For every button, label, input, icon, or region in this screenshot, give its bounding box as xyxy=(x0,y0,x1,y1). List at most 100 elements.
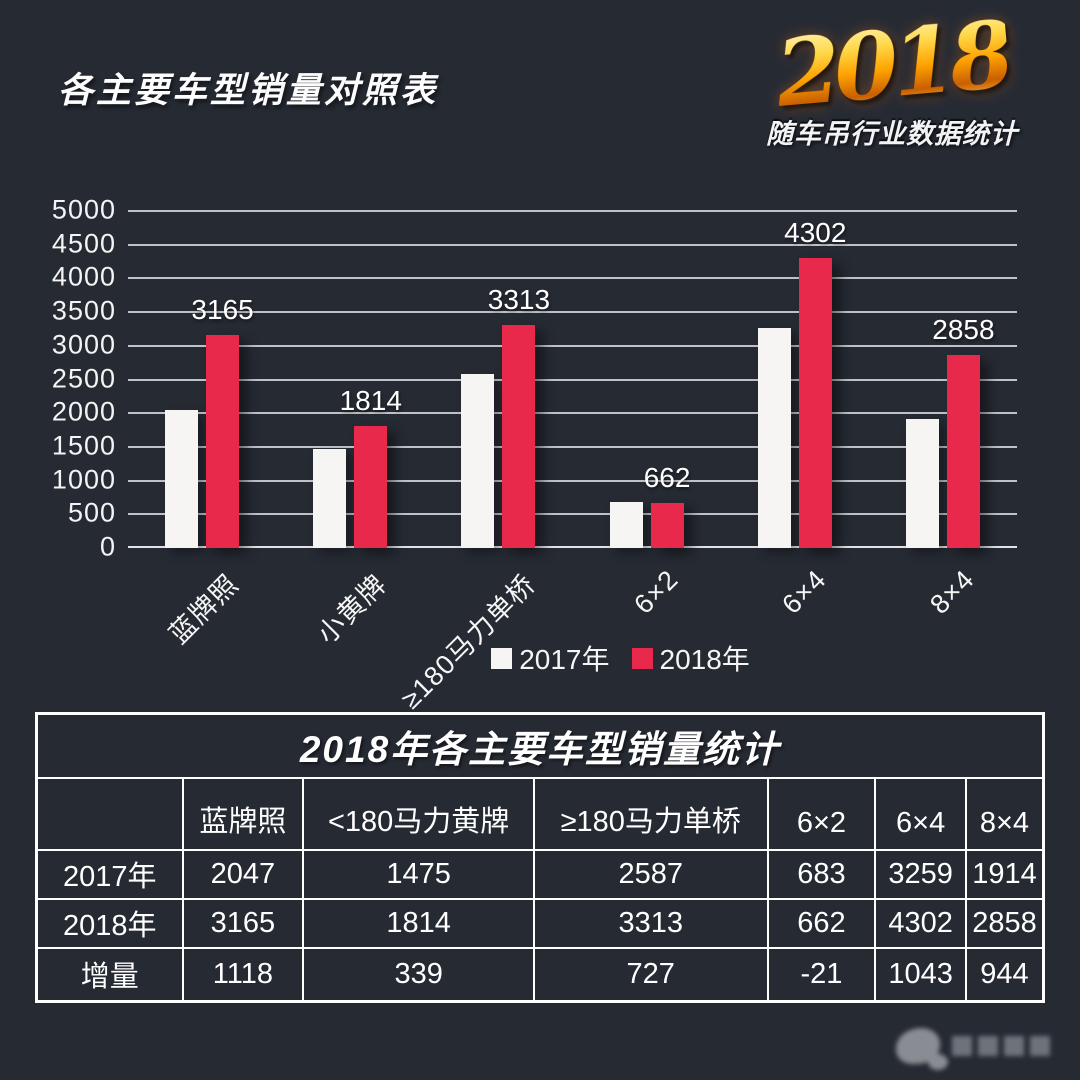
x-label-slot: 蓝牌照 xyxy=(128,554,276,704)
page-title: 各主要车型销量对照表 xyxy=(58,71,439,110)
table-cell: 1118 xyxy=(181,946,305,1003)
y-tick-label: 4000 xyxy=(51,261,116,292)
gridline xyxy=(128,277,1017,280)
bar-2017年-8×4 xyxy=(905,419,939,548)
bar-2017年-小黄牌 xyxy=(313,448,347,548)
bar-value-label: 3313 xyxy=(487,283,551,315)
category-label: 6×2 xyxy=(628,564,684,620)
bar-2017年-6×2 xyxy=(609,501,643,548)
bar-value-label: 4302 xyxy=(784,217,847,249)
table-column-header: 蓝牌照 xyxy=(181,776,305,851)
y-tick-label: 1000 xyxy=(51,463,116,494)
gridline xyxy=(128,344,1017,347)
watermark-logo xyxy=(896,1028,1050,1070)
table-column-header: 6×4 xyxy=(874,776,967,851)
x-axis-line xyxy=(128,546,1017,548)
x-label-slot: 6×2 xyxy=(573,554,721,704)
table-cell: 1814 xyxy=(302,897,535,949)
table-row-label: 增量 xyxy=(35,946,184,1003)
chart-legend: 2017年 2018年 xyxy=(176,638,1065,678)
table-row: 2018年 3165 1814 3313 662 4302 2858 xyxy=(35,897,1045,949)
legend-label: 2018年 xyxy=(659,644,750,675)
bar-2018年-蓝牌照: 3165 xyxy=(191,294,254,548)
bar-value-label: 3165 xyxy=(191,293,254,325)
y-tick-label: 500 xyxy=(67,497,116,528)
table-column-header: ≥180马力单桥 xyxy=(532,776,769,851)
y-tick-label: 3500 xyxy=(51,295,116,326)
table-cell: 1914 xyxy=(964,848,1045,900)
bar-2017年-6×4 xyxy=(757,328,791,548)
table-title-row: 2018年各主要车型销量统计 xyxy=(35,712,1045,779)
gridline xyxy=(128,210,1017,212)
bar-2018年-≥180马力单桥: 3313 xyxy=(488,284,550,548)
table-cell: 3259 xyxy=(874,848,967,900)
table-cell: 944 xyxy=(964,946,1045,1003)
y-tick-label: 1500 xyxy=(51,430,116,461)
table-column-header: 6×2 xyxy=(766,776,877,851)
legend-item-2018年: 2018年 xyxy=(631,638,750,678)
table-cell: 1475 xyxy=(302,848,535,900)
table-cell: 2587 xyxy=(532,848,769,900)
brand-logo: 2018 随车吊行业数据统计 xyxy=(742,0,1042,151)
legend-swatch-icon xyxy=(631,647,653,669)
gridline xyxy=(128,445,1017,448)
bar-2018年-8×4: 2858 xyxy=(932,314,995,548)
gridline xyxy=(128,311,1017,314)
table-cell: 4302 xyxy=(874,897,967,949)
watermark-text-blur xyxy=(952,1036,1050,1056)
bar-2017年-≥180马力单桥 xyxy=(461,373,495,548)
gridline xyxy=(128,243,1017,246)
x-label-slot: ≥180马力单桥 xyxy=(395,554,572,715)
table-cell: -21 xyxy=(766,946,877,1003)
table-cell: 662 xyxy=(766,897,877,949)
y-axis: 5000 4500 4000 3500 3000 2500 2000 1500 1000 500 0 xyxy=(30,194,116,561)
table-cell: 3165 xyxy=(181,897,305,949)
table-cell: 2858 xyxy=(964,897,1045,949)
bar-value-label: 1814 xyxy=(339,384,402,416)
bar-2017年-蓝牌照 xyxy=(165,410,199,548)
table-row-label: 2018年 xyxy=(35,897,184,949)
y-tick-label: 3000 xyxy=(51,329,116,360)
table-cell: 1043 xyxy=(874,946,967,1003)
y-tick-label: 2000 xyxy=(51,396,116,427)
bar-2018年-6×2: 662 xyxy=(644,462,690,548)
table-cell: 3313 xyxy=(532,897,769,949)
brand-2018-wordmark: 2018 xyxy=(771,0,1013,128)
table-title: 2018年各主要车型销量统计 xyxy=(35,712,1045,779)
x-label-slot: 8×4 xyxy=(869,554,1017,704)
bar-group: 3165 xyxy=(128,211,276,548)
bar-value-label: 2858 xyxy=(932,314,995,346)
legend-item-2017年: 2017年 xyxy=(491,638,610,678)
table-cell: 683 xyxy=(766,848,877,900)
bar-group: 1814 xyxy=(276,211,424,548)
table-row: 2017年 2047 1475 2587 683 3259 1914 xyxy=(35,848,1045,900)
bar-2018年-6×4: 4302 xyxy=(784,217,846,548)
table-cell: 2047 xyxy=(181,848,305,900)
bar-group: 662 xyxy=(573,211,721,548)
y-tick-label: 5000 xyxy=(51,194,116,225)
y-tick-label: 2500 xyxy=(51,362,116,393)
sales-bar-chart: 5000 4500 4000 3500 3000 2500 2000 1500 1000 500 0… xyxy=(0,190,1080,720)
table-column-header: <180马力黄牌 xyxy=(302,776,535,851)
table-cell: 727 xyxy=(532,946,769,1003)
table-row-label: 2017年 xyxy=(35,848,184,900)
bar-group: 4302 xyxy=(721,211,869,548)
legend-label: 2017年 xyxy=(519,644,610,675)
table-column-header: 8×4 xyxy=(964,776,1045,851)
category-label: 8×4 xyxy=(924,564,981,620)
gridline xyxy=(128,412,1017,415)
table-column-header xyxy=(35,776,184,851)
y-tick-label: 4500 xyxy=(51,227,116,258)
bar-group: 2858 xyxy=(869,211,1017,548)
table-header-row: 蓝牌照 <180马力黄牌 ≥180马力单桥 6×2 6×4 8×4 xyxy=(35,776,1045,851)
watermark-glyph-icon xyxy=(896,1028,948,1070)
y-tick-label: 0 xyxy=(99,531,116,562)
legend-swatch-icon xyxy=(491,647,513,669)
summary-table: 2018年各主要车型销量统计 蓝牌照 <180马力黄牌 ≥180马力单桥 6×2 6×4… xyxy=(35,712,1045,1003)
x-label-slot: 6×4 xyxy=(721,554,869,704)
plot-area: 3165 1814 3313 662 4302 2858 xyxy=(128,210,1017,548)
table-cell: 339 xyxy=(302,946,535,1003)
summary-table-section: 2018年各主要车型销量统计 蓝牌照 <180马力黄牌 ≥180马力单桥 6×2 6×4… xyxy=(35,712,1045,1003)
gridline xyxy=(128,378,1017,381)
bar-group: 3313 xyxy=(424,211,572,548)
